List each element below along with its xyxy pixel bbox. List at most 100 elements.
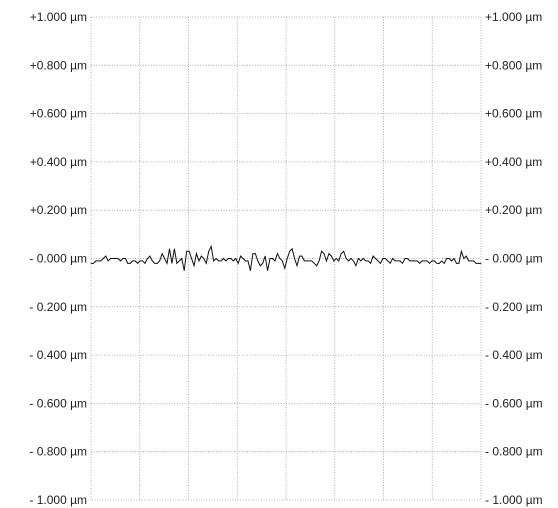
series-layer bbox=[90, 244, 482, 271]
grid bbox=[90, 16, 482, 501]
data-point bbox=[240, 255, 242, 257]
profile-points bbox=[90, 246, 482, 271]
y-tick-label-left: - 1.000 µm bbox=[29, 493, 87, 507]
data-point bbox=[218, 260, 219, 262]
data-point bbox=[183, 270, 185, 271]
data-point bbox=[407, 258, 408, 259]
data-point bbox=[247, 260, 249, 262]
data-point bbox=[348, 260, 349, 262]
data-point bbox=[274, 260, 276, 262]
data-point bbox=[252, 253, 254, 255]
data-point bbox=[397, 260, 398, 262]
data-point bbox=[345, 258, 347, 259]
data-point bbox=[443, 262, 445, 264]
data-point bbox=[473, 260, 475, 262]
data-point bbox=[404, 258, 406, 259]
y-tick-label-left: +1.000 µm bbox=[30, 10, 87, 24]
data-point bbox=[105, 255, 107, 257]
data-point bbox=[164, 258, 165, 259]
data-point bbox=[375, 258, 376, 259]
y-tick-label-right: - 0.000 µm bbox=[485, 252, 543, 266]
data-point bbox=[208, 250, 210, 252]
data-point bbox=[416, 260, 418, 262]
data-point bbox=[411, 260, 413, 262]
data-point bbox=[203, 258, 205, 259]
data-point bbox=[478, 262, 479, 264]
y-tick-label-left: - 0.800 µm bbox=[29, 445, 87, 459]
data-point bbox=[137, 262, 139, 264]
data-point bbox=[291, 248, 293, 250]
data-point bbox=[289, 250, 291, 252]
data-point bbox=[171, 262, 173, 264]
data-point bbox=[127, 262, 129, 264]
data-point bbox=[186, 250, 188, 252]
data-point bbox=[139, 260, 141, 262]
data-point bbox=[250, 270, 251, 271]
data-point bbox=[262, 262, 264, 264]
data-point bbox=[129, 262, 131, 264]
data-point bbox=[120, 260, 121, 262]
data-point bbox=[431, 260, 433, 262]
data-point bbox=[446, 258, 448, 259]
data-point bbox=[281, 260, 283, 262]
data-point bbox=[328, 253, 330, 255]
data-point bbox=[277, 253, 278, 255]
data-point bbox=[323, 253, 325, 255]
data-point bbox=[475, 262, 477, 264]
data-point bbox=[200, 255, 202, 257]
data-point bbox=[230, 258, 232, 259]
data-point bbox=[372, 255, 374, 257]
y-tick-label-right: +0.800 µm bbox=[485, 58, 542, 72]
data-point bbox=[389, 262, 391, 264]
data-point bbox=[245, 260, 246, 262]
data-point bbox=[90, 262, 92, 264]
data-point bbox=[387, 260, 389, 262]
y-tick-label-right: +0.200 µm bbox=[485, 203, 542, 217]
data-point bbox=[294, 258, 295, 259]
data-point bbox=[205, 262, 207, 264]
y-tick-label-left: - 0.200 µm bbox=[29, 300, 87, 314]
data-point bbox=[227, 258, 229, 259]
data-point bbox=[377, 260, 379, 262]
data-point bbox=[333, 260, 335, 262]
data-point bbox=[151, 260, 153, 262]
data-point bbox=[343, 250, 345, 252]
data-point bbox=[353, 260, 354, 262]
y-tick-label-right: - 0.200 µm bbox=[485, 300, 543, 314]
y-tick-label-left: - 0.000 µm bbox=[29, 252, 87, 266]
y-tick-label-right: - 0.800 µm bbox=[485, 445, 543, 459]
data-point bbox=[232, 260, 234, 262]
data-point bbox=[117, 258, 119, 259]
data-point bbox=[399, 260, 401, 262]
data-point bbox=[360, 260, 362, 262]
data-point bbox=[193, 265, 195, 267]
data-point bbox=[380, 262, 381, 264]
data-point bbox=[296, 265, 298, 267]
y-tick-label-left: - 0.600 µm bbox=[29, 396, 87, 410]
y-tick-label-left: +0.600 µm bbox=[30, 107, 87, 121]
data-point bbox=[235, 258, 237, 259]
data-point bbox=[311, 260, 313, 262]
data-point bbox=[215, 258, 217, 259]
data-point bbox=[124, 258, 126, 259]
data-point bbox=[169, 248, 170, 250]
data-point bbox=[259, 265, 261, 267]
data-point bbox=[144, 262, 146, 264]
data-point bbox=[402, 262, 403, 264]
y-tick-label-right: +0.600 µm bbox=[485, 107, 542, 121]
data-point bbox=[350, 258, 352, 259]
data-point bbox=[468, 260, 470, 262]
profile-series-line bbox=[91, 244, 481, 271]
data-point bbox=[242, 258, 244, 259]
data-point bbox=[414, 260, 416, 262]
data-point bbox=[465, 255, 467, 257]
data-point bbox=[156, 262, 158, 264]
data-point bbox=[134, 260, 136, 262]
data-point bbox=[178, 260, 180, 262]
y-tick-label-right: +1.000 µm bbox=[485, 10, 542, 24]
y-tick-label-right: - 1.000 µm bbox=[485, 493, 543, 507]
data-point bbox=[419, 262, 421, 264]
data-point bbox=[147, 258, 148, 259]
data-point bbox=[335, 258, 337, 259]
